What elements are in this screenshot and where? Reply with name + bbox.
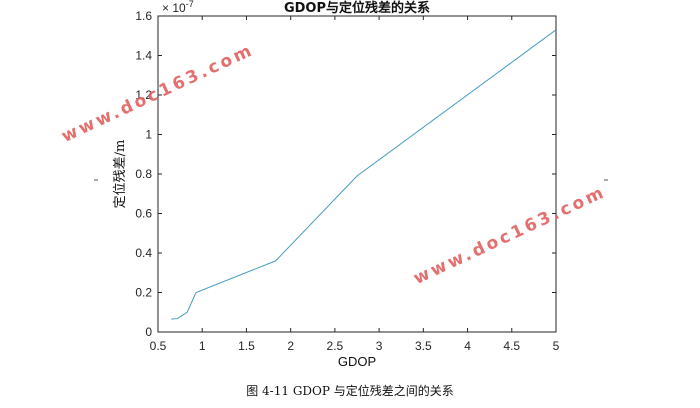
x-tick-label: 2.5 (327, 339, 344, 353)
x-tick-label: 4 (464, 339, 471, 353)
x-tick-label: 0.5 (150, 339, 167, 353)
y-tick-label: 0.8 (135, 167, 152, 181)
x-tick-label: 3.5 (415, 339, 432, 353)
y-tick-label: 1 (145, 128, 152, 142)
y-tick-label: 1.2 (135, 88, 152, 102)
chart-title: GDOP与定位残差的关系 (284, 0, 430, 16)
y-tick-label: 0 (145, 325, 152, 339)
x-tick-label: 5 (553, 339, 560, 353)
x-tick-label: 2 (287, 339, 294, 353)
y-axis-label: 定位残差/m (113, 140, 128, 209)
y-tick-label: 1.6 (135, 9, 152, 23)
plot-area: 0.5 1 1.5 2 2.5 3 3.5 4 4.5 5 0 0.2 0.4 0.6 0.8 1 1.2 1.4… (59, 0, 610, 369)
x-tick-label: 4.5 (503, 339, 520, 353)
x-tick-label: 1 (199, 339, 206, 353)
y-tick-label: 0.2 (135, 286, 152, 300)
y-exponent-label: × 10-7 (162, 0, 194, 15)
figure-caption: 图 4-11 GDOP 与定位残差之间的关系 (246, 384, 454, 398)
y-tick-label: 0.6 (135, 207, 152, 221)
series-line (171, 29, 557, 320)
x-axis-label: GDOP (338, 354, 376, 369)
y-tick-label: 1.4 (135, 49, 152, 63)
x-tick-label: 1.5 (238, 339, 255, 353)
watermark: www.doc163.com (411, 182, 610, 289)
y-tick-label: 0.4 (135, 246, 152, 260)
x-tick-label: 3 (376, 339, 383, 353)
